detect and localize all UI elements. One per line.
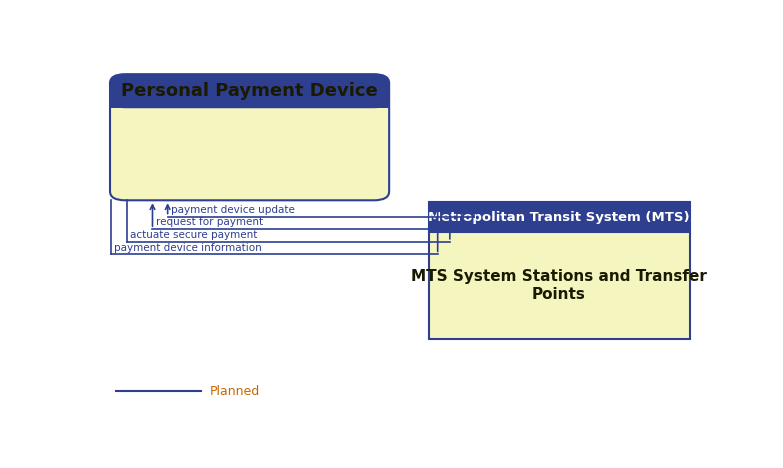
Text: request for payment: request for payment xyxy=(156,217,262,227)
Text: MTS System Stations and Transfer
Points: MTS System Stations and Transfer Points xyxy=(411,270,707,302)
FancyBboxPatch shape xyxy=(110,74,389,108)
Bar xyxy=(428,202,690,339)
Text: actuate secure payment: actuate secure payment xyxy=(130,230,258,240)
Text: payment device update: payment device update xyxy=(171,205,294,215)
Text: Metropolitan Transit System (MTS): Metropolitan Transit System (MTS) xyxy=(428,211,690,224)
Text: Personal Payment Device: Personal Payment Device xyxy=(121,82,378,100)
Text: payment device information: payment device information xyxy=(114,242,262,253)
Bar xyxy=(428,202,690,232)
Text: Planned: Planned xyxy=(210,385,261,398)
Bar xyxy=(110,89,389,108)
FancyBboxPatch shape xyxy=(110,74,389,200)
